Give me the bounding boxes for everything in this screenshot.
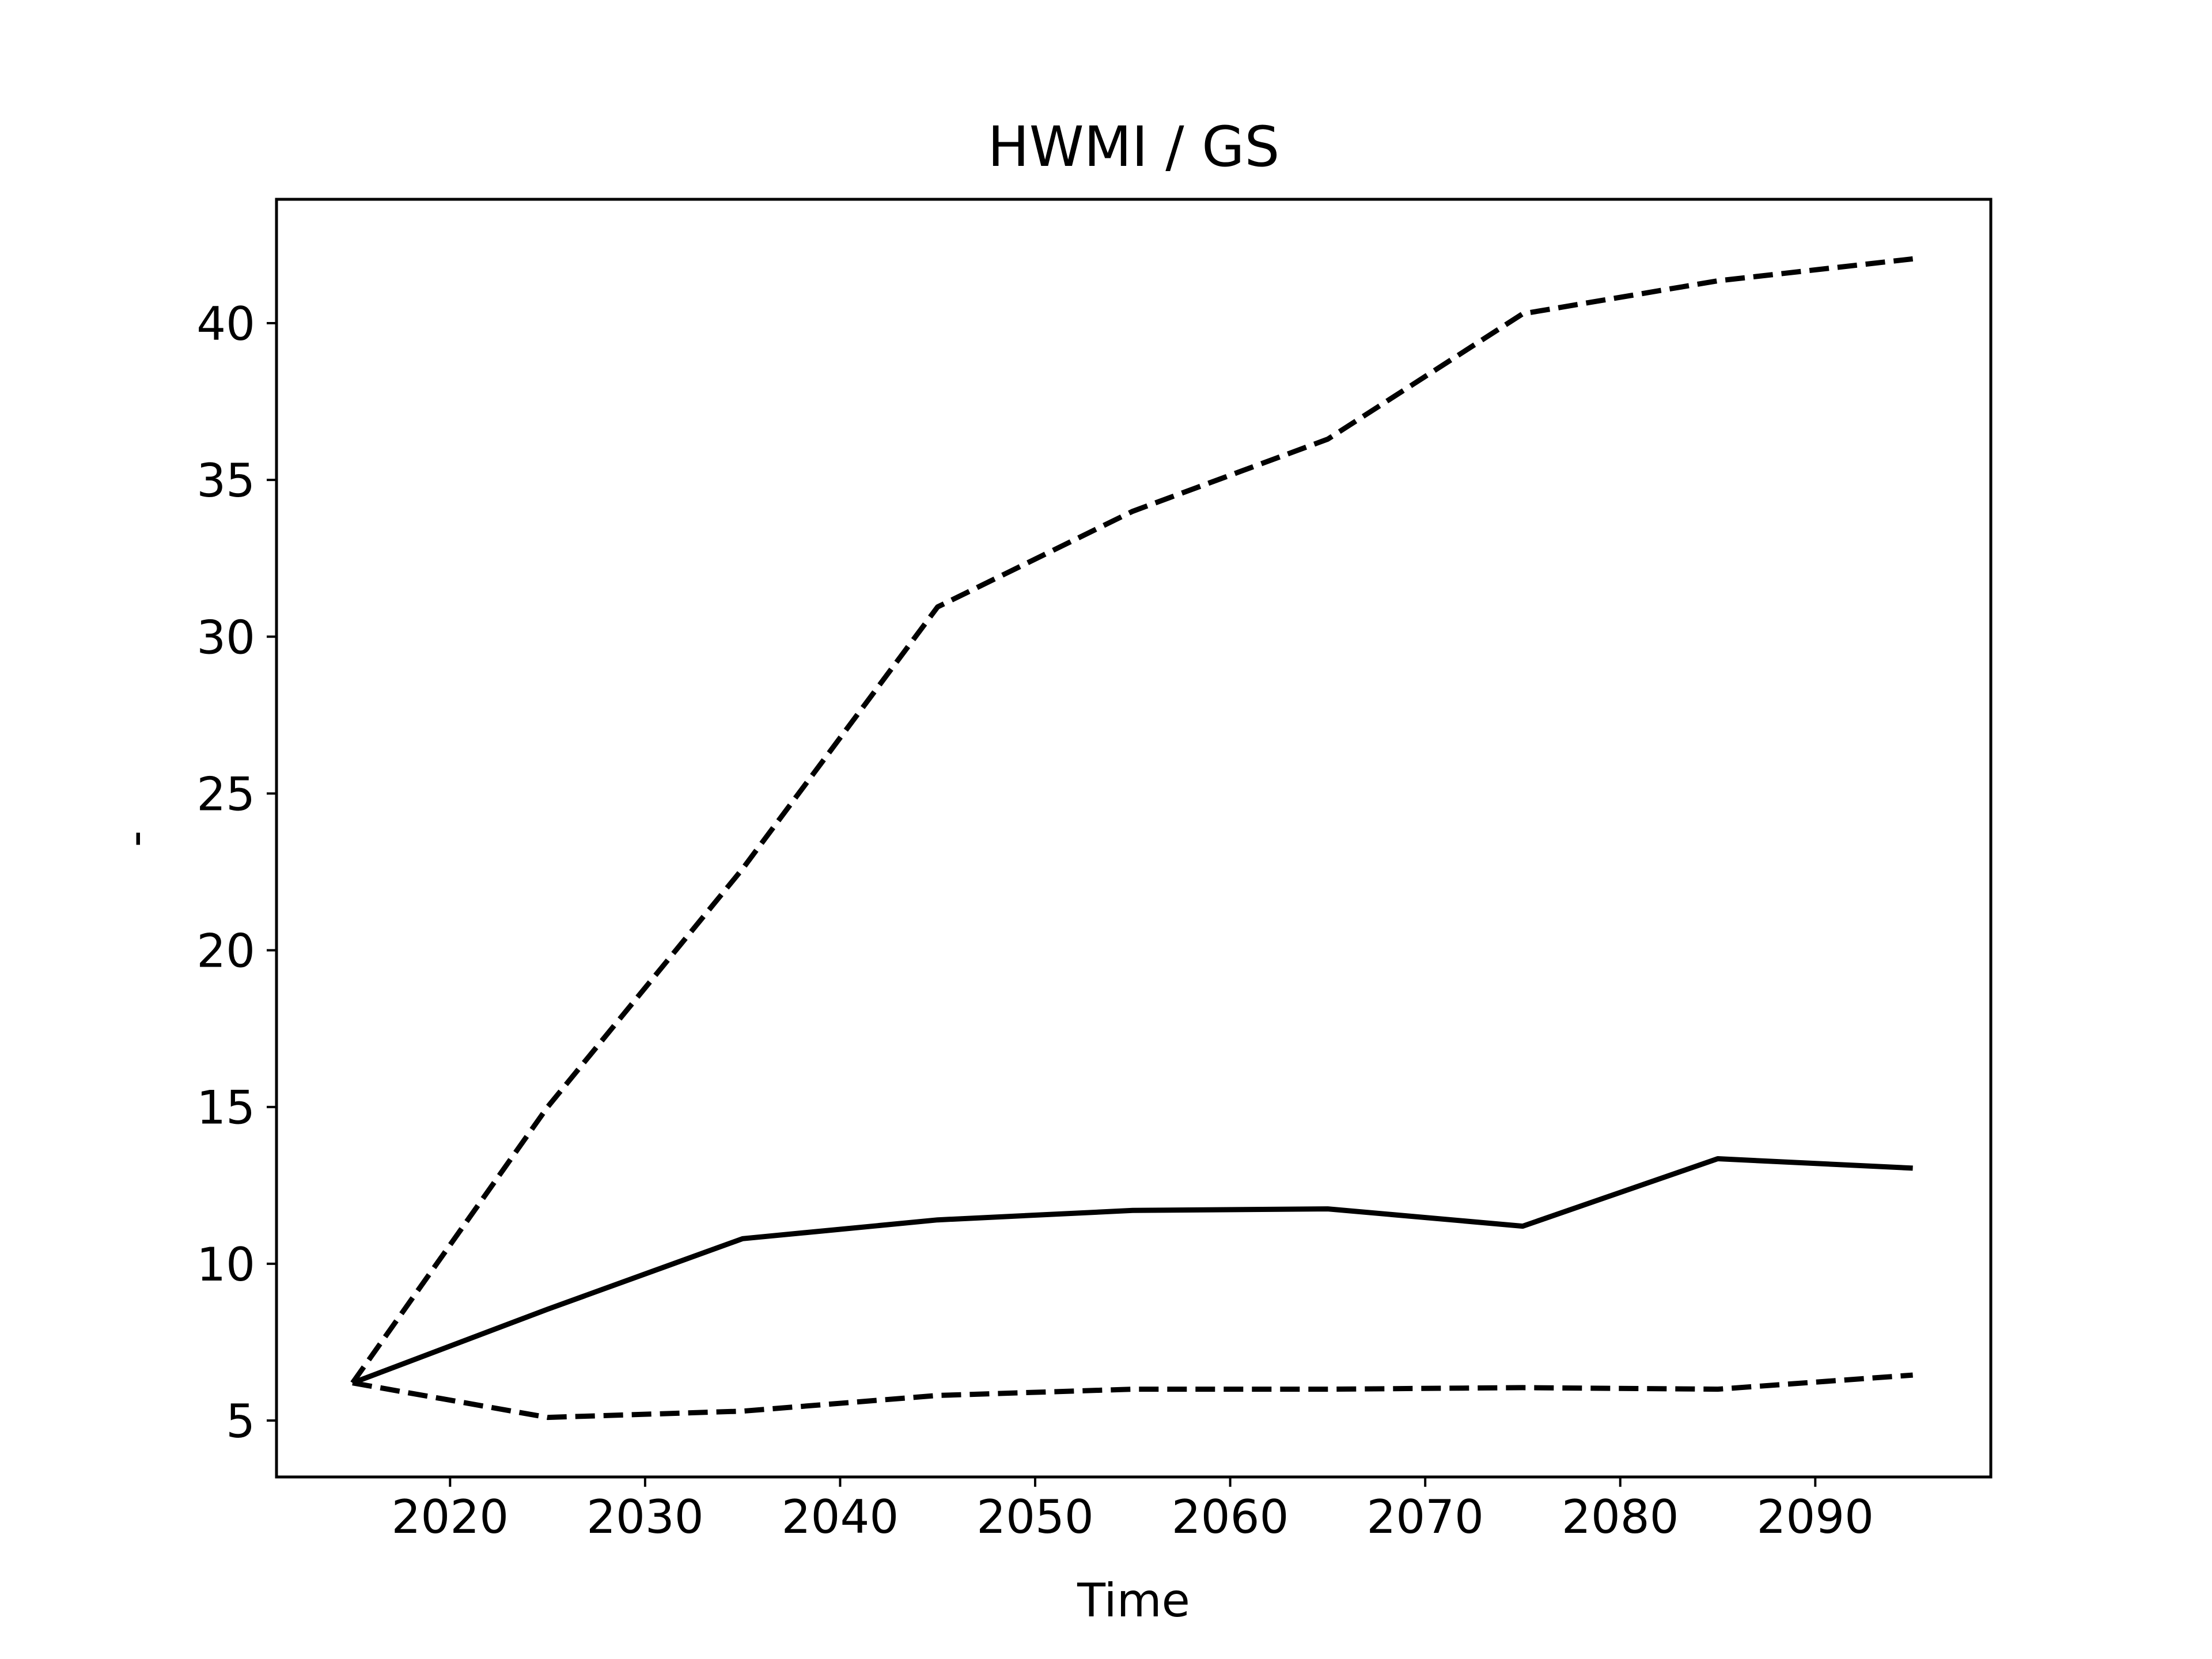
- series-layer: [350, 256, 1914, 1421]
- y-tick-label: 10: [196, 1238, 255, 1291]
- plot-area-frame: [275, 198, 1993, 1479]
- x-tick-label: 2060: [1172, 1490, 1289, 1544]
- x-axis-label: Time: [1077, 1574, 1190, 1627]
- y-tick-label: 20: [196, 925, 255, 978]
- x-tick-label: 2030: [586, 1490, 704, 1544]
- x-tick-label: 2070: [1366, 1490, 1484, 1544]
- x-tick-label: 2090: [1756, 1490, 1874, 1544]
- y-tick-label: 30: [196, 611, 255, 664]
- solid-series-line-1: [351, 1156, 1913, 1385]
- x-tick-label: 2020: [392, 1490, 509, 1544]
- x-tick-label: 2080: [1562, 1490, 1679, 1544]
- ticks-layer: 2020 2030 2040 2050 2060 2070 2080 2090 5 10 15 20 2…: [196, 297, 1874, 1544]
- dashed-series-line-3: [352, 1372, 1913, 1421]
- y-tick-label: 25: [196, 767, 255, 821]
- y-tick-label: 35: [196, 454, 255, 507]
- y-axis-label: -: [108, 831, 162, 847]
- dashed-series-line-2: [350, 256, 1914, 1385]
- y-tick-label: 15: [196, 1081, 255, 1135]
- x-tick-label: 2050: [976, 1490, 1094, 1544]
- y-tick-label: 40: [196, 297, 255, 351]
- y-tick-label: 5: [226, 1395, 255, 1448]
- chart-title: HWMI / GS: [988, 115, 1280, 179]
- x-tick-label: 2040: [782, 1490, 899, 1544]
